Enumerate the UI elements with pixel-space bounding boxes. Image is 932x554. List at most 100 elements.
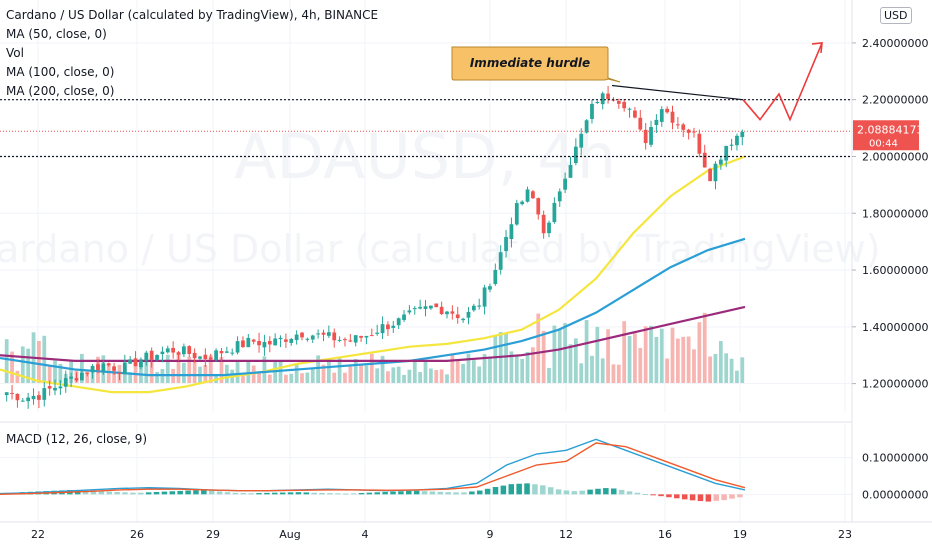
candle-body-110 (595, 102, 600, 104)
macd-hist-bar-53 (421, 491, 428, 495)
candle-body-17 (96, 364, 100, 370)
volume-bar-68 (369, 353, 374, 383)
annotation-label: Immediate hurdle (470, 56, 590, 70)
macd-hist-bar-73 (579, 490, 585, 495)
macd-hist-bar-69 (547, 487, 554, 495)
indicator-vol[interactable]: Vol (6, 46, 24, 60)
volume-bar-91 (493, 335, 498, 383)
candle-body-102 (552, 202, 557, 223)
price-tick-label-1: 1.40000000 (862, 321, 928, 334)
macd-hist-bar-87 (689, 494, 696, 501)
macd-hist-bar-93 (737, 494, 743, 498)
volume-bar-103 (557, 328, 562, 383)
macd-hist-bar-14 (114, 491, 120, 495)
candle-body-121 (654, 119, 659, 126)
macd-hist-bar-82 (650, 494, 656, 496)
projection-arrow (742, 42, 823, 122)
volume-bar-38 (208, 355, 213, 383)
candle-body-114 (616, 101, 621, 104)
candle-body-22 (122, 362, 127, 374)
volume-bar-25 (139, 358, 143, 383)
volume-bar-137 (740, 357, 745, 383)
candle-body-59 (321, 332, 326, 335)
candle-body-125 (676, 124, 680, 126)
volume-bar-56 (305, 372, 310, 383)
candle-body-77 (418, 306, 423, 309)
candle-body-51 (278, 337, 283, 340)
candle-body-52 (284, 339, 288, 342)
candle-body-42 (230, 352, 235, 354)
candle-body-96 (520, 201, 525, 205)
volume-bar-30 (165, 354, 170, 383)
candle-body-35 (192, 352, 197, 359)
volume-bar-65 (353, 359, 358, 383)
volume-bar-43 (235, 362, 240, 383)
macd-hist-bar-13 (106, 491, 112, 495)
volume-bar-8 (47, 365, 52, 383)
volume-bar-26 (144, 355, 149, 383)
volume-bar-20 (112, 367, 116, 383)
volume-bar-23 (128, 372, 133, 383)
indicator-ma50[interactable]: MA (50, close, 0) (6, 27, 107, 41)
candle-body-101 (547, 222, 551, 234)
candle-body-85 (461, 318, 465, 321)
volume-bar-54 (294, 363, 299, 383)
macd-hist-bar-45 (358, 493, 365, 495)
currency-badge[interactable]: USD (880, 7, 912, 24)
time-tick-label-5: 9 (487, 528, 494, 541)
volume-bar-89 (482, 354, 487, 383)
candle-body-7 (42, 388, 47, 400)
candle-body-66 (359, 335, 363, 338)
volume-bar-87 (471, 360, 476, 383)
candle-body-72 (391, 325, 396, 328)
candle-body-28 (155, 355, 159, 360)
macd-hist-bar-67 (532, 484, 538, 495)
candle-body-65 (353, 335, 358, 343)
indicator-ma100[interactable]: MA (100, close, 0) (6, 65, 115, 79)
macd-hist-bar-38 (303, 492, 310, 495)
candle-body-93 (504, 237, 508, 252)
candle-body-13 (74, 378, 79, 381)
candle-body-0 (4, 392, 9, 396)
candle-body-116 (627, 108, 632, 110)
ma-line-2 (0, 305, 746, 362)
volume-bar-40 (219, 357, 224, 383)
volume-bar-34 (187, 356, 192, 383)
volume-bar-81 (439, 369, 444, 383)
candle-body-81 (439, 306, 444, 315)
volume-bar-83 (450, 354, 455, 383)
macd-hist-bar-22 (177, 490, 183, 495)
candle-body-32 (176, 352, 181, 355)
macd-hist-bar-81 (642, 494, 649, 496)
candle-body-46 (251, 339, 256, 342)
volume-bar-126 (681, 336, 686, 383)
candle-body-31 (171, 347, 176, 353)
indicator-ma200[interactable]: MA (200, close, 0) (6, 84, 115, 98)
macd-hist-bar-51 (406, 490, 412, 495)
macd-hist-bar-10 (82, 490, 89, 495)
candle-body-26 (144, 352, 149, 361)
macd-hist-bar-90 (713, 494, 719, 501)
volume-bar-39 (214, 373, 218, 383)
candle-body-47 (257, 340, 261, 346)
candle-body-39 (214, 350, 218, 360)
candle-body-78 (423, 306, 428, 309)
candle-body-69 (375, 332, 380, 334)
macd-hist-bar-18 (145, 492, 152, 495)
candle-body-40 (219, 350, 224, 354)
volume-bar-85 (461, 363, 465, 383)
volume-bar-108 (584, 320, 589, 383)
volume-bar-75 (407, 369, 412, 383)
time-tick-label-6: 12 (559, 528, 573, 541)
volume-bar-47 (257, 371, 261, 383)
macd-hist-bar-58 (461, 492, 467, 495)
macd-hist-bar-32 (256, 493, 262, 495)
macd-hist-bar-88 (697, 494, 704, 502)
macd-legend[interactable]: MACD (12, 26, close, 9) (6, 432, 148, 446)
candle-body-3 (20, 400, 25, 402)
macd-hist-bar-79 (626, 491, 633, 495)
volume-bar-100 (541, 330, 546, 383)
time-tick-label-7: 16 (658, 528, 672, 541)
volume-bar-95 (514, 355, 519, 383)
